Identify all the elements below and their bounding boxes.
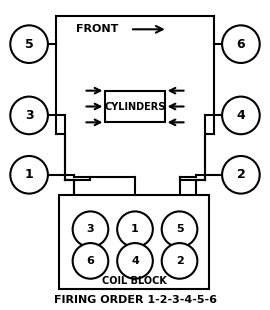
Text: 6: 6: [86, 256, 94, 266]
Circle shape: [117, 211, 153, 247]
Circle shape: [73, 243, 108, 279]
Circle shape: [222, 156, 260, 194]
Circle shape: [10, 97, 48, 134]
Text: 2: 2: [237, 168, 245, 181]
Text: FIRING ORDER 1-2-3-4-5-6: FIRING ORDER 1-2-3-4-5-6: [53, 295, 217, 305]
Circle shape: [222, 97, 260, 134]
Circle shape: [162, 243, 197, 279]
Text: 6: 6: [237, 38, 245, 51]
Text: COIL BLOCK: COIL BLOCK: [102, 276, 166, 286]
Text: 4: 4: [131, 256, 139, 266]
Text: 3: 3: [25, 109, 33, 122]
Circle shape: [73, 211, 108, 247]
Text: 2: 2: [176, 256, 183, 266]
Bar: [105, 91, 165, 122]
Text: 1: 1: [131, 224, 139, 234]
Text: 3: 3: [87, 224, 94, 234]
Circle shape: [10, 25, 48, 63]
Text: 4: 4: [237, 109, 245, 122]
Circle shape: [162, 211, 197, 247]
Circle shape: [117, 243, 153, 279]
Text: 1: 1: [25, 168, 33, 181]
Circle shape: [10, 156, 48, 194]
Text: 5: 5: [25, 38, 33, 51]
Bar: [59, 195, 209, 289]
Text: FRONT: FRONT: [76, 24, 118, 34]
Text: CYLINDERS: CYLINDERS: [104, 101, 166, 112]
Text: 5: 5: [176, 224, 183, 234]
Circle shape: [222, 25, 260, 63]
